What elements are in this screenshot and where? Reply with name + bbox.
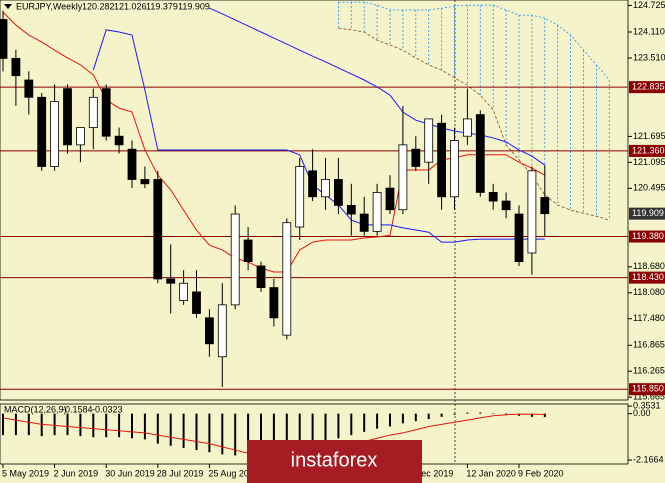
- chart-title: EURJPY,Weekly: [16, 1, 83, 11]
- candle-body: [24, 79, 34, 98]
- candle-body: [217, 304, 227, 358]
- candle-body: [488, 192, 498, 202]
- candle-body: [527, 170, 537, 254]
- candle-body: [424, 118, 434, 163]
- y-tick-label: 121.695: [633, 131, 665, 141]
- macd-title: MACD(12,26,9): [4, 404, 67, 414]
- y-tick-label: 124.110: [633, 26, 665, 36]
- header-value: -0.1584: [62, 404, 93, 414]
- level-label-box: [629, 230, 665, 243]
- candle-body: [11, 57, 21, 77]
- candle-body: [450, 140, 459, 198]
- x-tick-label: 12 Jan 2020: [466, 468, 516, 478]
- candle-body: [256, 265, 266, 288]
- last-price-box: [629, 207, 665, 220]
- candle-body: [204, 317, 214, 345]
- y-tick-label: 116.265: [633, 366, 665, 376]
- candle-body: [63, 88, 72, 146]
- candle-body: [50, 101, 59, 167]
- candle-body: [114, 135, 124, 146]
- header-value: 121.026: [114, 1, 147, 11]
- y-tick-label: 124.725: [633, 0, 665, 10]
- candle-body: [179, 282, 189, 301]
- menu-arrow: [4, 4, 12, 9]
- candle-body: [333, 179, 343, 206]
- header-value: 120.282: [82, 1, 115, 11]
- candle-body: [359, 213, 369, 232]
- level-label-box: [629, 81, 665, 94]
- candle-body: [127, 148, 137, 180]
- candle-body: [76, 127, 85, 146]
- x-tick-label: 9 Feb 2020: [518, 468, 564, 478]
- y-tick-label: -2.1664: [633, 454, 664, 464]
- watermark: instaforex: [291, 449, 378, 471]
- candle-body: [462, 118, 472, 137]
- candle-body: [269, 287, 279, 319]
- line: [209, 7, 546, 166]
- level-label-box: [629, 383, 665, 396]
- watermark-box: [247, 440, 422, 483]
- x-tick-label: 28 Jul 2019: [157, 468, 204, 478]
- level-label: 122.835: [632, 82, 665, 92]
- header-value: 119.909: [178, 1, 210, 11]
- line: [338, 27, 610, 221]
- y-tick-label: 0.00: [633, 408, 651, 418]
- candle-body: [411, 148, 421, 167]
- header-value: -0.0323: [92, 404, 123, 414]
- x-tick-label: 5 May 2019: [2, 468, 49, 478]
- y-tick-label: 116.865: [633, 340, 665, 350]
- candle-body: [101, 88, 111, 137]
- candle-body: [385, 187, 395, 211]
- candle-body: [346, 205, 356, 215]
- y-tick-label: 118.080: [633, 287, 665, 297]
- last-price-label: 119.909: [632, 208, 664, 218]
- level-label: 121.360: [632, 145, 665, 155]
- candle-body: [37, 96, 47, 167]
- y-tick-label: 0.3531: [633, 400, 661, 410]
- y-tick-label: 121.095: [633, 157, 665, 167]
- candle-body: [475, 114, 485, 193]
- line: [338, 1, 610, 81]
- x-tick-label: 2 Jun 2019: [54, 468, 99, 478]
- level-label: 118.430: [632, 272, 664, 282]
- candle-body: [372, 192, 382, 232]
- candle-body: [501, 200, 511, 211]
- candle-body: [321, 179, 330, 198]
- candle-body: [514, 213, 524, 263]
- candle-body: [88, 96, 98, 128]
- main-panel: [0, 0, 629, 401]
- candle-body: [282, 222, 292, 336]
- candle-body: [166, 278, 176, 284]
- y-tick-label: 120.495: [633, 183, 665, 193]
- level-label-box: [629, 271, 665, 284]
- candle-body: [540, 197, 550, 215]
- candle-body: [153, 179, 163, 280]
- candle-body: [398, 144, 408, 211]
- candle-body: [295, 166, 305, 228]
- level-label-box: [629, 144, 665, 157]
- candle-body: [0, 19, 8, 59]
- x-tick-label: 25 Aug 20: [208, 468, 249, 478]
- y-tick-label: 123.510: [633, 52, 665, 62]
- level-label: 119.380: [632, 231, 664, 241]
- y-tick-label: 115.665: [633, 392, 665, 402]
- line: [92, 29, 545, 243]
- y-tick-label: 117.480: [633, 313, 665, 323]
- candle-body: [230, 213, 240, 306]
- header-value: 119.379: [146, 1, 178, 11]
- candle-body: [437, 122, 447, 198]
- x-tick-label: 30 Jun 2019: [105, 468, 155, 478]
- candle-body: [140, 179, 150, 185]
- candle-body: [192, 291, 201, 314]
- y-tick-label: 118.680: [633, 261, 665, 271]
- x-tick-label: Dec 2019: [415, 468, 454, 478]
- candle-body: [308, 170, 318, 198]
- level-label: 115.850: [632, 384, 664, 394]
- candle-body: [243, 239, 253, 263]
